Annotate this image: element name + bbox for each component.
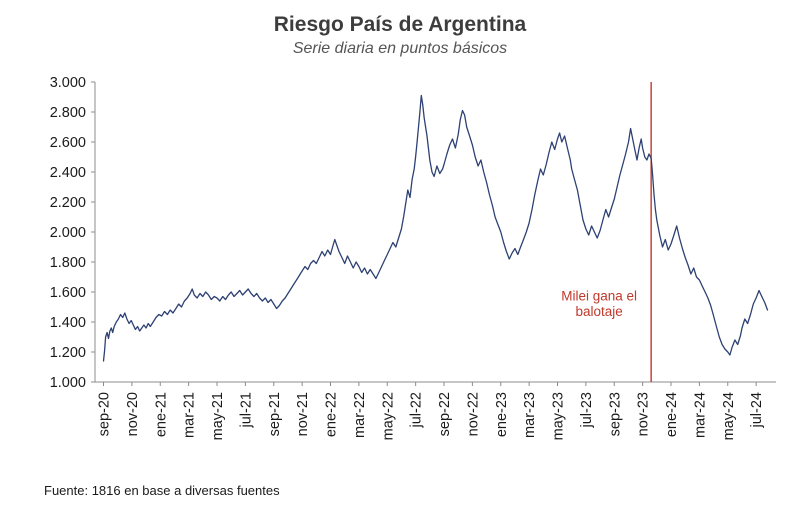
x-axis-label: jul-24: [749, 392, 765, 428]
x-axis-label: nov-20: [125, 392, 141, 436]
x-axis-label: sep-21: [267, 392, 283, 436]
source-note: Fuente: 1816 en base a diversas fuentes: [44, 483, 280, 498]
x-axis-label: jul-23: [579, 392, 595, 428]
y-axis-label: 2.600: [50, 135, 86, 151]
x-axis-label: sep-23: [607, 392, 623, 436]
x-axis-label: may-24: [721, 392, 737, 440]
x-axis-label: may-21: [210, 392, 226, 440]
y-axis-label: 2.800: [50, 105, 86, 121]
x-axis-label: ene-23: [494, 392, 510, 437]
event-annotation: balotaje: [576, 304, 623, 319]
x-axis-label: ene-22: [324, 392, 340, 437]
event-annotation: Milei gana el: [561, 288, 637, 303]
x-axis-label: nov-23: [636, 392, 652, 436]
x-axis-label: ene-24: [664, 392, 680, 437]
x-axis-label: mar-24: [692, 392, 708, 438]
x-axis-label: may-22: [380, 392, 396, 440]
x-axis-label: nov-21: [295, 392, 311, 436]
chart-header: Riesgo País de Argentina Serie diaria en…: [0, 0, 800, 60]
y-axis-label: 1.200: [50, 345, 86, 361]
y-axis-label: 2.200: [50, 195, 86, 211]
y-axis-label: 1.000: [50, 375, 86, 391]
x-axis-label: mar-22: [352, 392, 368, 438]
chart-subtitle: Serie diaria en puntos básicos: [292, 40, 508, 57]
x-axis-label: nov-22: [465, 392, 481, 436]
y-axis-label: 1.800: [50, 255, 86, 271]
series-line: [102, 94, 769, 362]
y-axis-label: 1.400: [50, 315, 86, 331]
x-axis-label: mar-21: [182, 392, 198, 438]
page-title: Riesgo País de Argentina: [273, 13, 527, 36]
x-axis-label: jul-21: [238, 392, 254, 428]
x-axis-label: sep-22: [437, 392, 453, 436]
line-chart: 1.000 1.200 1.400 1.600 1.800 2.000 2.200 2.400…: [50, 75, 776, 440]
y-axis-label: 2.000: [50, 225, 86, 241]
y-axis-label: 3.000: [50, 75, 86, 91]
y-axis-label: 1.600: [50, 285, 86, 301]
x-axis-label: ene-21: [153, 392, 169, 437]
x-axis-label: mar-23: [522, 392, 538, 438]
x-axis-label: may-23: [551, 392, 567, 440]
x-axis-label: jul-22: [409, 392, 425, 428]
y-axis-label: 2.400: [50, 165, 86, 181]
x-axis-label: sep-20: [97, 392, 113, 436]
